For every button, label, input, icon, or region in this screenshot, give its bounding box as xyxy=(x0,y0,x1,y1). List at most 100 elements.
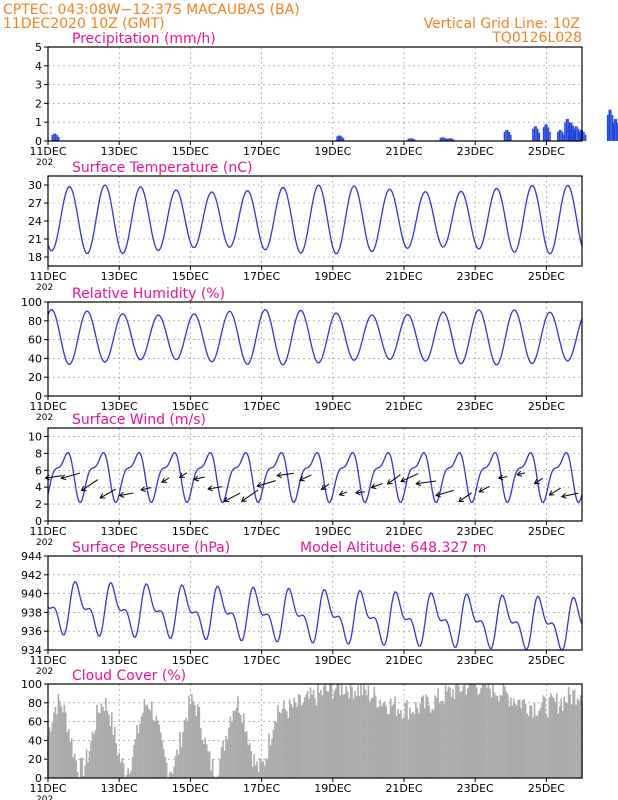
wind-arrow-head xyxy=(276,472,282,479)
precip-bar xyxy=(451,138,454,141)
x-year-fragment: 202 xyxy=(36,795,53,800)
y-tick-label: 2 xyxy=(35,97,42,110)
wind-arrow-head xyxy=(370,483,377,490)
precip-bar xyxy=(410,138,413,141)
precip-bar xyxy=(580,129,582,141)
wind-arrow xyxy=(257,480,276,487)
precip-bar xyxy=(560,129,562,141)
y-tick-label: 100 xyxy=(21,296,42,309)
wind-arrow-head xyxy=(178,472,185,478)
precip-bar xyxy=(439,137,442,141)
wind-arrow xyxy=(208,486,223,490)
y-tick-label: 40 xyxy=(28,734,42,747)
wind-arrow-head xyxy=(223,496,230,503)
precip-bar xyxy=(453,139,455,141)
x-tick-label: 15DEC xyxy=(172,270,209,283)
precip-bar xyxy=(547,127,550,141)
y-tick-label: 0 xyxy=(35,390,42,403)
wind-arrow xyxy=(371,482,383,489)
panel-frame xyxy=(47,46,583,142)
y-tick-label: 21 xyxy=(28,233,42,246)
header: CPTEC: 043:08W−12:37S MACAUBAS (BA) 11DE… xyxy=(3,2,582,46)
precip-bar xyxy=(544,124,546,141)
wind-arrow xyxy=(277,472,294,477)
precip-bar xyxy=(412,138,414,141)
y-tick-label: 940 xyxy=(21,588,42,601)
y-tick-label: 0 xyxy=(35,772,42,785)
x-tick-label: 21DEC xyxy=(385,270,422,283)
precip-bar xyxy=(444,137,446,141)
header-line-1: CPTEC: 043:08W−12:37S MACAUBAS (BA) xyxy=(3,2,300,18)
wind-arrow xyxy=(479,485,490,493)
wind-arrow-head xyxy=(80,485,87,492)
wind-arrow xyxy=(161,477,170,483)
y-tick-label: 4 xyxy=(35,60,42,73)
precip-bar xyxy=(57,136,60,141)
precip-bar xyxy=(441,137,443,141)
wind-arrow-head xyxy=(478,487,485,493)
precip-bar xyxy=(557,131,559,141)
precip-bar xyxy=(558,129,561,141)
wind-arrow-head xyxy=(458,496,464,503)
panel-frame xyxy=(47,427,583,522)
precip-bar xyxy=(533,126,536,141)
precip-bar xyxy=(532,128,534,141)
x-tick-label: 25DEC xyxy=(528,525,565,538)
wind-arrow-head xyxy=(193,475,200,482)
x-year-fragment: 202 xyxy=(36,413,53,423)
wind-arrow xyxy=(321,483,330,490)
x-tick-label: 17DEC xyxy=(243,400,280,413)
x-tick-label: 15DEC xyxy=(172,782,209,795)
x-tick-label: 13DEC xyxy=(101,145,138,158)
x-tick-label: 21DEC xyxy=(385,400,422,413)
wind-arrow xyxy=(561,492,579,498)
y-tick-label: 8 xyxy=(35,447,42,460)
y-tick-label: 5 xyxy=(35,41,42,54)
precip-bar xyxy=(506,129,509,141)
precip-bar xyxy=(570,122,573,141)
x-tick-label: 13DEC xyxy=(101,270,138,283)
x-tick-label: 23DEC xyxy=(457,400,494,413)
x-tick-label: 15DEC xyxy=(172,525,209,538)
wind-arrow-head xyxy=(497,474,504,481)
y-tick-label: 100 xyxy=(21,678,42,691)
x-year-fragment: 202 xyxy=(36,158,53,168)
wind-arrow-head xyxy=(99,493,106,499)
x-tick-label: 11DEC xyxy=(29,270,66,283)
y-tick-label: 938 xyxy=(21,606,42,619)
precip-bar xyxy=(538,132,541,141)
precip-bar xyxy=(564,122,566,141)
wind-arrow xyxy=(119,492,134,497)
wind-arrow xyxy=(99,488,116,499)
x-tick-label: 25DEC xyxy=(528,400,565,413)
wind-arrow xyxy=(498,476,508,479)
x-tick-label: 17DEC xyxy=(243,525,280,538)
header-model-id: TQ0126L028 xyxy=(491,30,582,46)
precip-bar xyxy=(606,114,609,141)
x-tick-label: 11DEC xyxy=(29,525,66,538)
precip-bar xyxy=(574,126,577,141)
wind-arrow xyxy=(179,472,188,478)
x-tick-label: 25DEC xyxy=(528,145,565,158)
wind-arrow xyxy=(81,479,99,492)
wind-arrow-head xyxy=(435,491,441,498)
wind-arrow-head xyxy=(161,477,168,483)
wind-arrow-head xyxy=(298,475,305,482)
wind-arrow-head xyxy=(256,482,263,488)
precip-bar xyxy=(407,138,410,141)
precip-bar xyxy=(535,126,537,141)
series-line xyxy=(47,451,583,504)
x-tick-label: 15DEC xyxy=(172,654,209,667)
precip-bar xyxy=(446,138,449,141)
precip-bar xyxy=(336,136,338,141)
precip-bar xyxy=(578,131,580,141)
precip-bar xyxy=(561,131,564,141)
panel-3: 0 2 4 6 8 10 Surface Wind (m/s) 11DEC 13DEC 15DEC… xyxy=(28,412,583,548)
panels: 0 1 2 3 4 5 Precipitation (mm/h) 11DEC 13DEC 15DE… xyxy=(21,31,618,800)
wind-arrow xyxy=(355,491,365,494)
x-tick-label: 19DEC xyxy=(314,145,351,158)
precip-bar xyxy=(341,136,343,141)
y-tick-label: 18 xyxy=(28,251,42,264)
x-tick-label: 19DEC xyxy=(314,782,351,795)
panel-title: Relative Humidity (%) xyxy=(72,286,225,302)
